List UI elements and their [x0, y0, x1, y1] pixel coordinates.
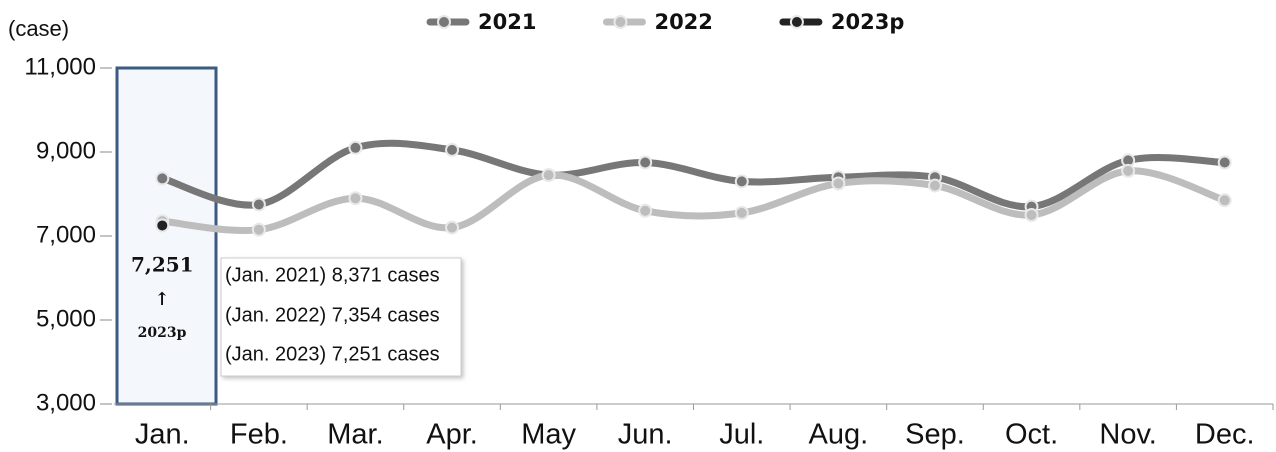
legend-label: 2021 [478, 10, 536, 34]
highlight-box [115, 66, 218, 406]
legend-swatch [789, 15, 804, 29]
y-axis-label: (case) [8, 16, 69, 41]
y-tick-label: 7,000 [36, 221, 96, 248]
y-tick-label: 11,000 [24, 53, 96, 80]
point [734, 174, 749, 189]
x-tick-label: Jun. [618, 419, 673, 451]
point [348, 140, 363, 155]
point [251, 197, 266, 212]
point [445, 220, 460, 235]
point [638, 203, 653, 218]
legend-label: 2023p [831, 10, 904, 34]
x-tick-label: Apr. [426, 419, 478, 451]
point [1217, 155, 1232, 170]
legend-swatch [437, 15, 451, 29]
point [1217, 193, 1232, 208]
series-line [158, 139, 1229, 211]
value-label: 7,251 [131, 253, 194, 277]
x-tick-label: Dec. [1195, 419, 1255, 451]
x-tick-label: Jul. [719, 419, 764, 451]
legend-swatch [613, 15, 628, 29]
legend-label: 2022 [654, 10, 712, 34]
x-tick-label: Jan. [135, 419, 190, 451]
point [348, 191, 363, 206]
y-tick-label: 9,000 [36, 137, 96, 164]
x-tick-label: Aug. [809, 419, 869, 451]
point [155, 171, 170, 186]
point [734, 205, 749, 220]
point [927, 178, 942, 193]
point [155, 218, 170, 233]
x-tick-label: May [521, 419, 576, 451]
point [251, 222, 266, 237]
point [1121, 163, 1136, 178]
point [541, 168, 556, 183]
point [638, 155, 653, 170]
callout-box [220, 257, 462, 377]
point [1024, 208, 1039, 222]
point [445, 142, 460, 157]
y-tick-label: 5,000 [36, 305, 96, 332]
point [831, 176, 846, 191]
x-tick-label: Sep. [905, 419, 965, 451]
y-tick-label: 3,000 [36, 389, 96, 416]
series-line [158, 167, 1229, 234]
x-tick-label: Feb. [230, 419, 288, 451]
annotation-text: 2023p [138, 325, 187, 341]
callout-text: (Jan. 2022) 7,354 cases [225, 304, 440, 326]
x-tick-label: Nov. [1099, 419, 1156, 451]
callout-text: (Jan. 2021) 8,371 cases [225, 264, 440, 286]
x-tick-label: Oct. [1005, 419, 1058, 451]
callout-text: (Jan. 2023) 7,251 cases [225, 343, 440, 365]
annotation-arrow: ↑ [154, 289, 169, 310]
x-tick-label: Mar. [327, 419, 383, 451]
